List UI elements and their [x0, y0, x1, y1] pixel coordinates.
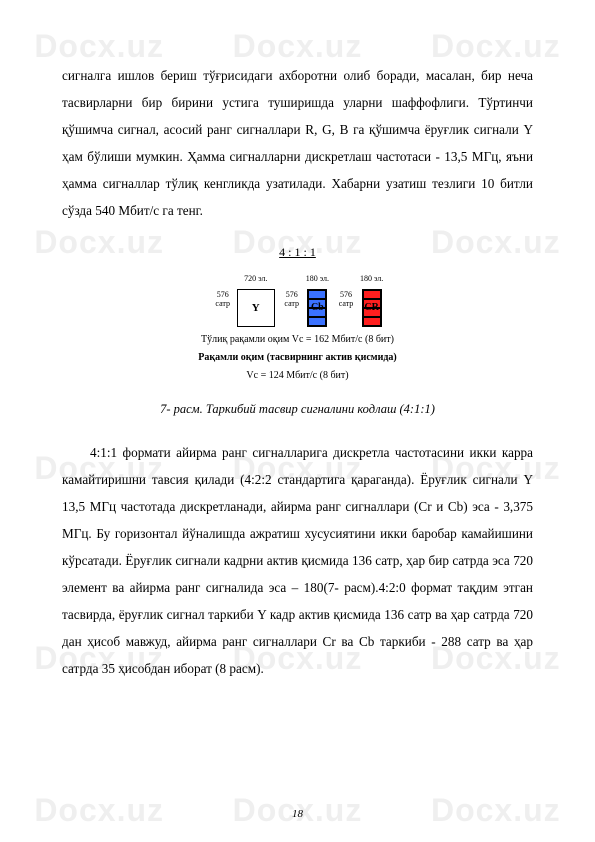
paragraph-2: 4:1:1 формати айирма ранг сигналларига д…	[62, 439, 533, 683]
y-label: Y	[252, 297, 260, 320]
cb-label: Cb	[311, 298, 324, 319]
cb-left-label: 576 сатр	[281, 290, 303, 309]
cr-left-label: 576 сатр	[335, 290, 357, 309]
paragraph-1: сигналга ишлов бериш тўғрисидаги ахборот…	[62, 62, 533, 224]
y-left-label: 576 сатр	[212, 290, 234, 309]
figure-line3: Vc = 124 Мбит/с (8 бит)	[62, 369, 533, 383]
figure-caption: 7- расм. Таркибий тасвир сигналини кодла…	[62, 397, 533, 423]
figure-line2: Рақамли оқим (тасвирнинг актив қисмида)	[62, 351, 533, 365]
cb-top-label: 180 эл.	[306, 271, 329, 287]
figure-block: 4 : 1 : 1 576 сатр 720 эл. Y 576 сатр 18…	[62, 238, 533, 383]
figure-line1: Тўлиқ рақамли оқим Vc = 162 Мбит/с (8 би…	[62, 333, 533, 347]
diagram-cb: 576 сатр 180 эл. Cb	[281, 271, 329, 327]
cb-box: Cb	[307, 289, 327, 327]
y-box: Y	[237, 289, 275, 327]
y-top-label: 720 эл.	[244, 271, 267, 287]
cr-top-label: 180 эл.	[360, 271, 383, 287]
page-content: сигналга ишлов бериш тўғрисидаги ахборот…	[0, 0, 595, 719]
page-number: 18	[0, 808, 595, 820]
diagram-y: 576 сатр 720 эл. Y	[212, 271, 275, 327]
diagram-cr: 576 сатр 180 эл. CR	[335, 271, 383, 327]
diagram: 576 сатр 720 эл. Y 576 сатр 180 эл. Cb	[62, 271, 533, 327]
cr-label: CR	[364, 298, 378, 319]
figure-ratio-title: 4 : 1 : 1	[279, 240, 316, 265]
cr-box: CR	[362, 289, 382, 327]
